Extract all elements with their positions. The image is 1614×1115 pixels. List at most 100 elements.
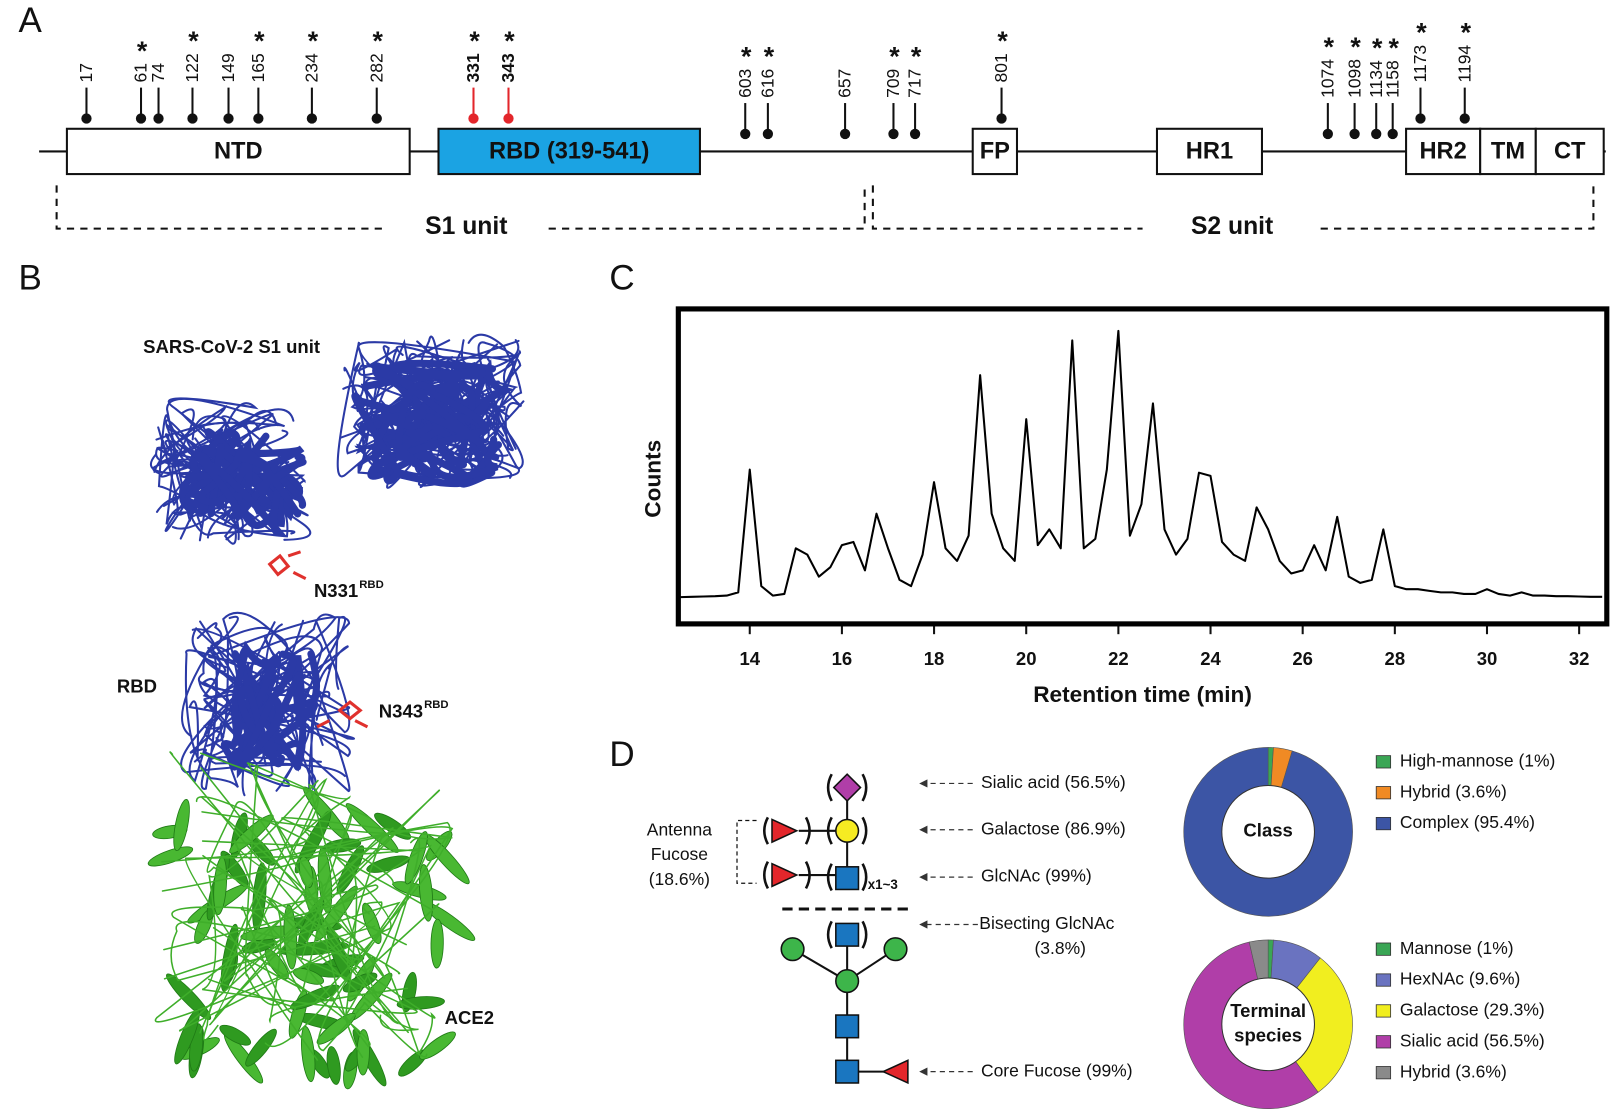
site-asterisk: * bbox=[1324, 32, 1335, 62]
protein-loop bbox=[191, 615, 347, 713]
protein-loop bbox=[433, 352, 523, 452]
domain-label: TM bbox=[1491, 139, 1525, 165]
site-asterisk: * bbox=[911, 41, 922, 71]
site-head bbox=[153, 113, 164, 124]
protein-loop bbox=[163, 884, 379, 1014]
site-label: 331 bbox=[463, 53, 483, 82]
site-head bbox=[503, 113, 514, 124]
legend-swatch bbox=[1375, 816, 1392, 831]
protein-strand bbox=[231, 640, 297, 730]
site-label: 282 bbox=[366, 53, 386, 82]
site-callout-sup: RBD bbox=[359, 579, 384, 591]
antenna-bracket bbox=[736, 819, 757, 884]
bracket bbox=[861, 816, 868, 845]
x-tick-label: 18 bbox=[924, 648, 945, 669]
mannose-symbol bbox=[780, 937, 805, 962]
protein-loop bbox=[203, 645, 349, 730]
protein-strand bbox=[229, 692, 283, 779]
site-label: 61 bbox=[131, 63, 151, 82]
helix bbox=[419, 1031, 456, 1060]
site-head bbox=[1371, 128, 1382, 140]
domain-label: HR2 bbox=[1419, 139, 1466, 165]
site-label: 343 bbox=[498, 53, 518, 82]
site-head bbox=[1322, 128, 1333, 140]
legend-label: Complex (95.4%) bbox=[1400, 812, 1535, 832]
site-label: 709 bbox=[883, 69, 903, 98]
donut-center-label: Class bbox=[1243, 820, 1292, 841]
site-label: 122 bbox=[182, 53, 202, 82]
protein-loop bbox=[201, 813, 423, 983]
panel-letter: C bbox=[609, 258, 634, 297]
helix bbox=[219, 1024, 252, 1046]
protein-loop bbox=[202, 837, 436, 1055]
site-callout: N343 bbox=[379, 700, 423, 721]
annotation-label: Bisecting GlcNAc bbox=[979, 913, 1114, 933]
x-tick-label: 28 bbox=[1385, 648, 1406, 669]
arrowhead bbox=[919, 779, 928, 788]
site-asterisk: * bbox=[308, 26, 319, 56]
protein-loop bbox=[200, 764, 386, 1006]
x-tick-label: 20 bbox=[1016, 648, 1037, 669]
site-label: 149 bbox=[218, 53, 238, 82]
structure-label: ACE2 bbox=[445, 1007, 494, 1028]
legend-swatch bbox=[1375, 755, 1392, 769]
domain-label: FP bbox=[980, 139, 1010, 165]
bracket bbox=[826, 863, 833, 892]
site-asterisk: * bbox=[1389, 33, 1400, 63]
site-asterisk: * bbox=[373, 26, 384, 56]
site-label: 1158 bbox=[1382, 60, 1402, 98]
site-asterisk: * bbox=[1372, 33, 1383, 63]
protein-loop bbox=[185, 844, 432, 1061]
protein-strand bbox=[388, 381, 437, 479]
unit-label: S1 unit bbox=[425, 213, 507, 240]
unit-label: S2 unit bbox=[1191, 213, 1273, 240]
legend-swatch bbox=[1375, 1066, 1392, 1080]
domain-box bbox=[437, 127, 701, 176]
site-asterisk: * bbox=[188, 26, 199, 56]
antenna-label: Antenna bbox=[647, 819, 712, 839]
fucose-symbol bbox=[881, 1059, 909, 1085]
bracket bbox=[762, 861, 770, 890]
legend-label: Hybrid (3.6%) bbox=[1400, 1061, 1507, 1081]
protein-strand bbox=[385, 433, 503, 481]
site-head bbox=[253, 113, 264, 124]
fucose-symbol bbox=[771, 862, 799, 888]
legend-label: High-mannose (1%) bbox=[1400, 750, 1555, 770]
unit-bracket bbox=[55, 185, 866, 230]
protein-loop bbox=[163, 901, 428, 1058]
glcnac-symbol bbox=[835, 1059, 860, 1084]
panel-letter: B bbox=[19, 258, 42, 297]
arrowhead bbox=[919, 825, 928, 834]
site-head bbox=[996, 113, 1007, 124]
protein-strand bbox=[233, 448, 306, 518]
legend-swatch bbox=[1375, 942, 1392, 956]
bracket bbox=[861, 920, 868, 949]
site-label: 603 bbox=[735, 69, 755, 98]
arrowhead bbox=[919, 872, 928, 882]
protein-strand bbox=[237, 671, 303, 768]
site-head bbox=[888, 128, 899, 140]
legend-swatch bbox=[1375, 973, 1392, 987]
repeat-label: x1~3 bbox=[868, 877, 898, 892]
site-label: 801 bbox=[991, 53, 1011, 82]
site-asterisk: * bbox=[764, 41, 775, 71]
site-head bbox=[1387, 128, 1398, 140]
legend-label: Galactose (29.3%) bbox=[1400, 1000, 1545, 1020]
glycan-stick bbox=[267, 550, 307, 580]
site-asterisk: * bbox=[997, 26, 1008, 56]
panel-letter: D bbox=[609, 735, 634, 774]
antenna-label: Fucose bbox=[651, 844, 708, 864]
glycan-stick bbox=[316, 700, 369, 729]
protein-loop bbox=[154, 827, 394, 1023]
site-asterisk: * bbox=[1350, 32, 1361, 62]
glcnac-symbol bbox=[835, 866, 860, 891]
glcnac-symbol bbox=[835, 1014, 860, 1039]
y-axis-label: Counts bbox=[641, 440, 666, 518]
x-tick-label: 26 bbox=[1292, 648, 1313, 669]
protein-loop bbox=[266, 899, 419, 1032]
site-label: 616 bbox=[758, 69, 778, 98]
annotation-label: (3.8%) bbox=[1034, 938, 1086, 958]
unit-bracket bbox=[871, 185, 1595, 230]
annotation-label: GlcNAc (99%) bbox=[981, 866, 1092, 886]
